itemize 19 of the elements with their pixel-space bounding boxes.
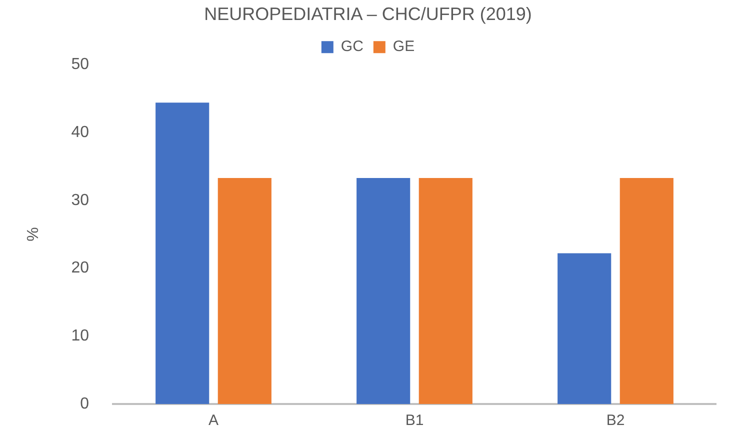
y-tick-label: 50 bbox=[71, 56, 90, 74]
chart-title: NEUROPEDIATRIA – CHC/UFPR (2019) bbox=[204, 4, 532, 24]
bar bbox=[218, 178, 272, 404]
y-tick-label: 40 bbox=[71, 124, 90, 141]
y-tick-label: 0 bbox=[80, 395, 90, 412]
legend-label: GC bbox=[340, 38, 364, 56]
y-tick-label: 30 bbox=[71, 192, 90, 209]
bar bbox=[620, 178, 674, 404]
x-tick-label: B2 bbox=[606, 412, 625, 430]
bar bbox=[156, 102, 210, 404]
bar bbox=[418, 178, 472, 404]
bar bbox=[356, 178, 410, 404]
x-tick-label: A bbox=[208, 412, 219, 430]
y-tick-label: 20 bbox=[71, 260, 90, 277]
legend-label: GE bbox=[392, 38, 415, 56]
y-tick-label: 10 bbox=[71, 328, 90, 345]
bar bbox=[558, 253, 612, 404]
y-axis-title: % bbox=[25, 227, 42, 242]
x-tick-label: B1 bbox=[405, 412, 424, 430]
